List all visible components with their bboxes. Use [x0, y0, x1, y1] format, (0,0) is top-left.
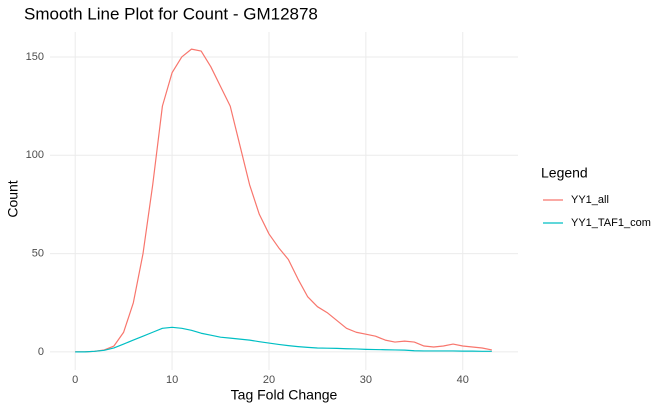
y-tick-label: 0	[38, 346, 44, 358]
x-tick-label: 30	[360, 374, 372, 386]
x-tick-label: 20	[263, 374, 275, 386]
y-tick-label: 50	[32, 248, 44, 260]
y-tick-label: 150	[26, 51, 44, 63]
series-line	[75, 48, 492, 353]
y-tick-label: 100	[26, 149, 44, 161]
legend-label: YY1_TAF1_com	[571, 217, 651, 229]
x-tick-label: 0	[72, 374, 78, 386]
x-tick-label: 40	[457, 374, 469, 386]
y-axis-title: Count	[5, 180, 21, 217]
legend-label: YY1_all	[571, 194, 609, 206]
chart-title: Smooth Line Plot for Count - GM12878	[24, 4, 318, 23]
x-axis-title: Tag Fold Change	[231, 387, 338, 403]
series-line	[75, 326, 492, 353]
x-tick-label: 10	[166, 374, 178, 386]
legend-title: Legend	[541, 165, 588, 181]
